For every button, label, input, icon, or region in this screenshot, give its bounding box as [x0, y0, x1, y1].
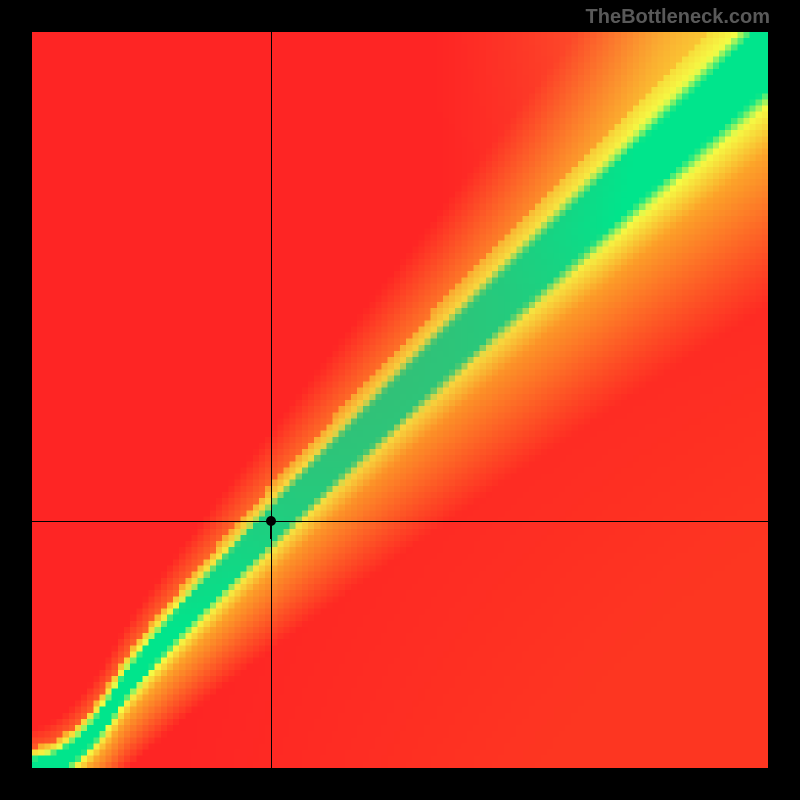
heatmap-canvas [32, 32, 768, 768]
plot-area [32, 32, 768, 768]
crosshair-vertical [271, 32, 272, 768]
crosshair-horizontal [32, 521, 768, 522]
marker-dot [266, 516, 276, 526]
watermark-text: TheBottleneck.com [586, 6, 770, 29]
chart-container: TheBottleneck.com [0, 0, 800, 800]
